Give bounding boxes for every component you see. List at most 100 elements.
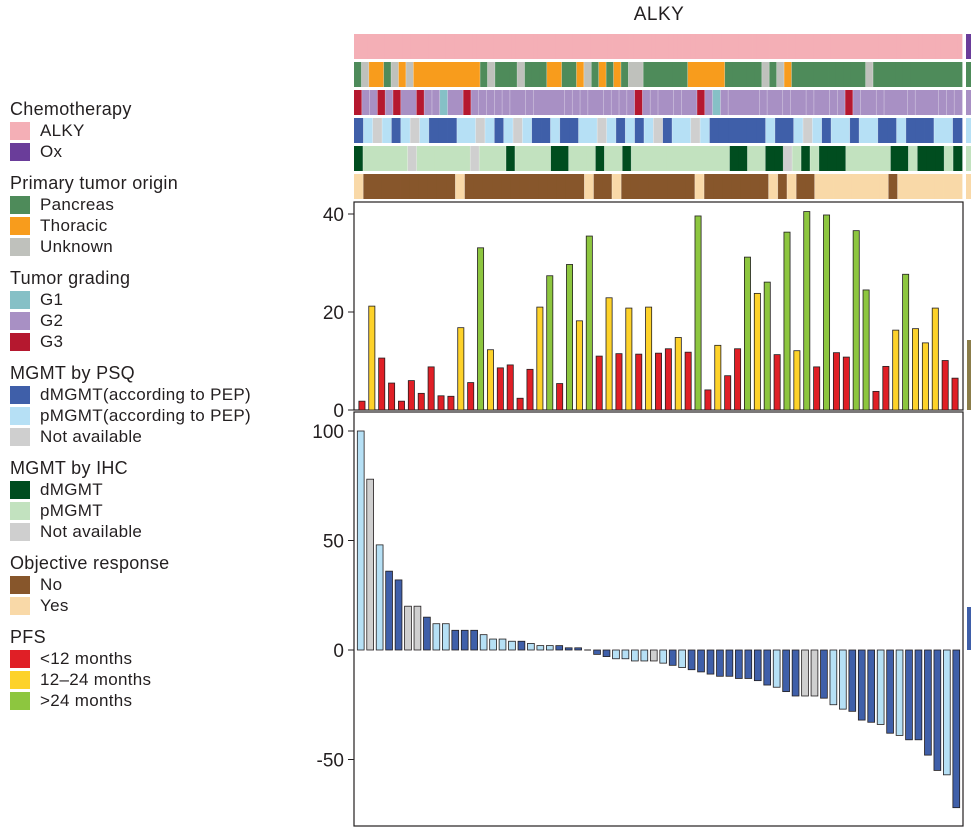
- heatmap-cell: [362, 146, 373, 171]
- legend-group: Tumor grading G1 G2 G3: [10, 267, 300, 352]
- heatmap-cell: [843, 34, 849, 59]
- heatmap-cell: [542, 34, 547, 59]
- waterfall-bar: [451, 629, 460, 651]
- pfs-bar: [625, 307, 633, 411]
- heatmap-cell: [634, 90, 643, 115]
- heatmap-cell: [909, 34, 915, 59]
- legend-swatch: [10, 522, 30, 541]
- heatmap-cell: [531, 62, 540, 87]
- heatmap-cell: [690, 118, 701, 143]
- heatmap-cell: [930, 90, 940, 115]
- heatmap-cell: [564, 90, 573, 115]
- waterfall-bar: [924, 649, 932, 756]
- waterfall-bar: [460, 629, 469, 651]
- heatmap-cell: [612, 34, 617, 59]
- heatmap-cell: [827, 146, 838, 171]
- legend-label: No: [40, 574, 63, 594]
- heatmap-cell: [620, 34, 626, 59]
- waterfall-bar: [612, 649, 620, 660]
- heatmap-cell: [463, 34, 469, 59]
- heatmap-cell: [895, 62, 904, 87]
- waterfall-bar: [782, 649, 790, 693]
- pfs-bar: [575, 320, 583, 411]
- heatmap-cell: [750, 174, 760, 199]
- heatmap-cell: [773, 34, 779, 59]
- heatmap-cell: [852, 90, 862, 115]
- heatmap-cell: [563, 34, 569, 59]
- waterfall-bar: [375, 544, 384, 651]
- heatmap-cell: [616, 34, 622, 59]
- heatmap-cell: [408, 90, 417, 115]
- heatmap-cell: [721, 34, 727, 59]
- heatmap-cell: [667, 174, 677, 199]
- heatmap-cell: [849, 118, 860, 143]
- heatmap-cell: [467, 34, 473, 59]
- heatmap-cell: [817, 34, 823, 59]
- pfs-bar: [645, 306, 653, 411]
- legend-swatch: [10, 142, 30, 161]
- heatmap-cell: [650, 90, 659, 115]
- heatmap-cell: [416, 146, 426, 171]
- heatmap-cell: [718, 118, 729, 143]
- heatmap-cell: [673, 90, 682, 115]
- heatmap-cell: [559, 146, 569, 171]
- heatmap-cell: [620, 62, 629, 87]
- legend-label: G1: [40, 289, 64, 309]
- heatmap-cell: [943, 118, 954, 143]
- waterfall-bar: [829, 649, 838, 706]
- heatmap-cell: [622, 146, 632, 171]
- heatmap-cell: [784, 118, 795, 143]
- heatmap-cell: [492, 174, 502, 199]
- heatmap-cell: [870, 34, 875, 59]
- heatmap-cell: [952, 174, 963, 199]
- heatmap-cell: [861, 34, 867, 59]
- heatmap-cell: [927, 34, 932, 59]
- legend-swatch: [10, 501, 30, 520]
- heatmap-cell: [769, 34, 775, 59]
- heatmap-cell: [735, 90, 745, 115]
- heatmap-cell: [872, 146, 882, 171]
- pfs-bar: [921, 342, 929, 411]
- waterfall-bar: [536, 645, 545, 651]
- heatmap-cell: [400, 118, 411, 143]
- heatmap-cell: [918, 34, 924, 59]
- heatmap-cell: [782, 34, 788, 59]
- heatmap-cell: [569, 118, 579, 143]
- heatmap-cell: [947, 62, 955, 87]
- pfs-y-tick-label: 40: [323, 205, 344, 226]
- waterfall-bar: [508, 640, 516, 651]
- legend-item: dMGMT: [10, 479, 300, 500]
- heatmap-cell: [425, 146, 435, 171]
- heatmap-cell: [398, 146, 409, 171]
- pfs-bar: [684, 351, 692, 411]
- heatmap-cell: [681, 118, 692, 143]
- pfs-bar: [773, 354, 781, 411]
- heatmap-cell: [480, 34, 486, 59]
- heatmap-cell: [361, 62, 370, 87]
- legend-group: Chemotherapy ALKY Ox: [10, 98, 300, 162]
- heatmap-cell: [419, 118, 430, 143]
- heatmap-cell: [613, 62, 622, 87]
- pfs-bar: [783, 231, 791, 411]
- legend-item: Thoracic: [10, 215, 300, 236]
- heatmap-cell: [858, 62, 867, 87]
- heatmap-cell: [629, 34, 635, 59]
- heatmap-cell: [784, 62, 792, 87]
- heatmap-cell: [746, 118, 757, 143]
- legend-item: Ox: [10, 141, 300, 162]
- heatmap-cell: [398, 62, 407, 87]
- heatmap-cell: [419, 34, 425, 59]
- heatmap-cell: [793, 118, 804, 143]
- heatmap-cell: [957, 34, 963, 59]
- legend-group-title: Primary tumor origin: [10, 173, 179, 193]
- heatmap-cell: [883, 34, 889, 59]
- waterfall-bar: [706, 649, 715, 675]
- pfs-bar: [842, 356, 850, 411]
- heatmap-cell: [466, 118, 476, 143]
- heatmap-cell: [672, 118, 682, 143]
- waterfall-bar: [640, 649, 649, 662]
- heatmap-cell: [917, 62, 926, 87]
- heatmap-cell: [725, 34, 731, 59]
- heatmap-cell: [363, 118, 374, 143]
